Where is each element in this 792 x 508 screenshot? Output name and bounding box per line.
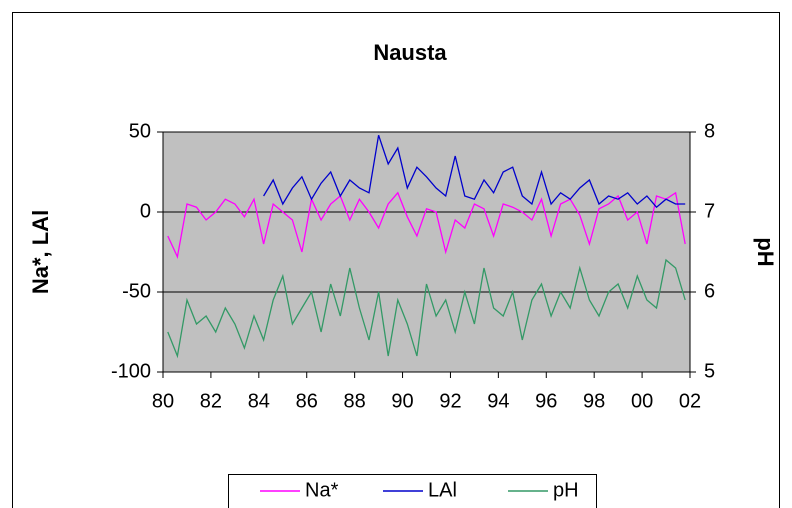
series-line bbox=[263, 134, 686, 209]
y-tick-label: 0 bbox=[140, 200, 151, 222]
series-line bbox=[167, 191, 686, 259]
x-tick-label: 84 bbox=[248, 390, 270, 412]
x-tick-label: 82 bbox=[200, 390, 222, 412]
x-tick-label: 92 bbox=[439, 390, 461, 412]
y-tick-label: -100 bbox=[111, 360, 151, 382]
legend-label: LAl bbox=[428, 479, 457, 501]
y2-tick-label: 7 bbox=[704, 200, 715, 222]
x-tick-label: 94 bbox=[487, 390, 509, 412]
x-tick-label: 90 bbox=[391, 390, 413, 412]
x-tick-label: 80 bbox=[152, 390, 174, 412]
chart-title: Nausta bbox=[373, 40, 447, 65]
x-tick-label: 96 bbox=[535, 390, 557, 412]
y-tick-label: -50 bbox=[122, 280, 151, 302]
legend-label: Na* bbox=[305, 479, 339, 501]
x-tick-label: 02 bbox=[679, 390, 701, 412]
x-tick-label: 88 bbox=[344, 390, 366, 412]
x-tick-label: 98 bbox=[583, 390, 605, 412]
y-tick-label: 50 bbox=[129, 120, 151, 142]
y2-tick-label: 6 bbox=[704, 280, 715, 302]
y2-axis-label: pH bbox=[753, 237, 778, 266]
y2-tick-label: 5 bbox=[704, 360, 715, 382]
series-line bbox=[167, 258, 686, 359]
x-tick-label: 86 bbox=[296, 390, 318, 412]
y-axis-label: Na*, LAl bbox=[28, 210, 53, 294]
legend-label: pH bbox=[553, 479, 579, 501]
plot-area bbox=[162, 131, 691, 373]
y2-tick-label: 8 bbox=[704, 120, 715, 142]
x-tick-label: 00 bbox=[631, 390, 653, 412]
